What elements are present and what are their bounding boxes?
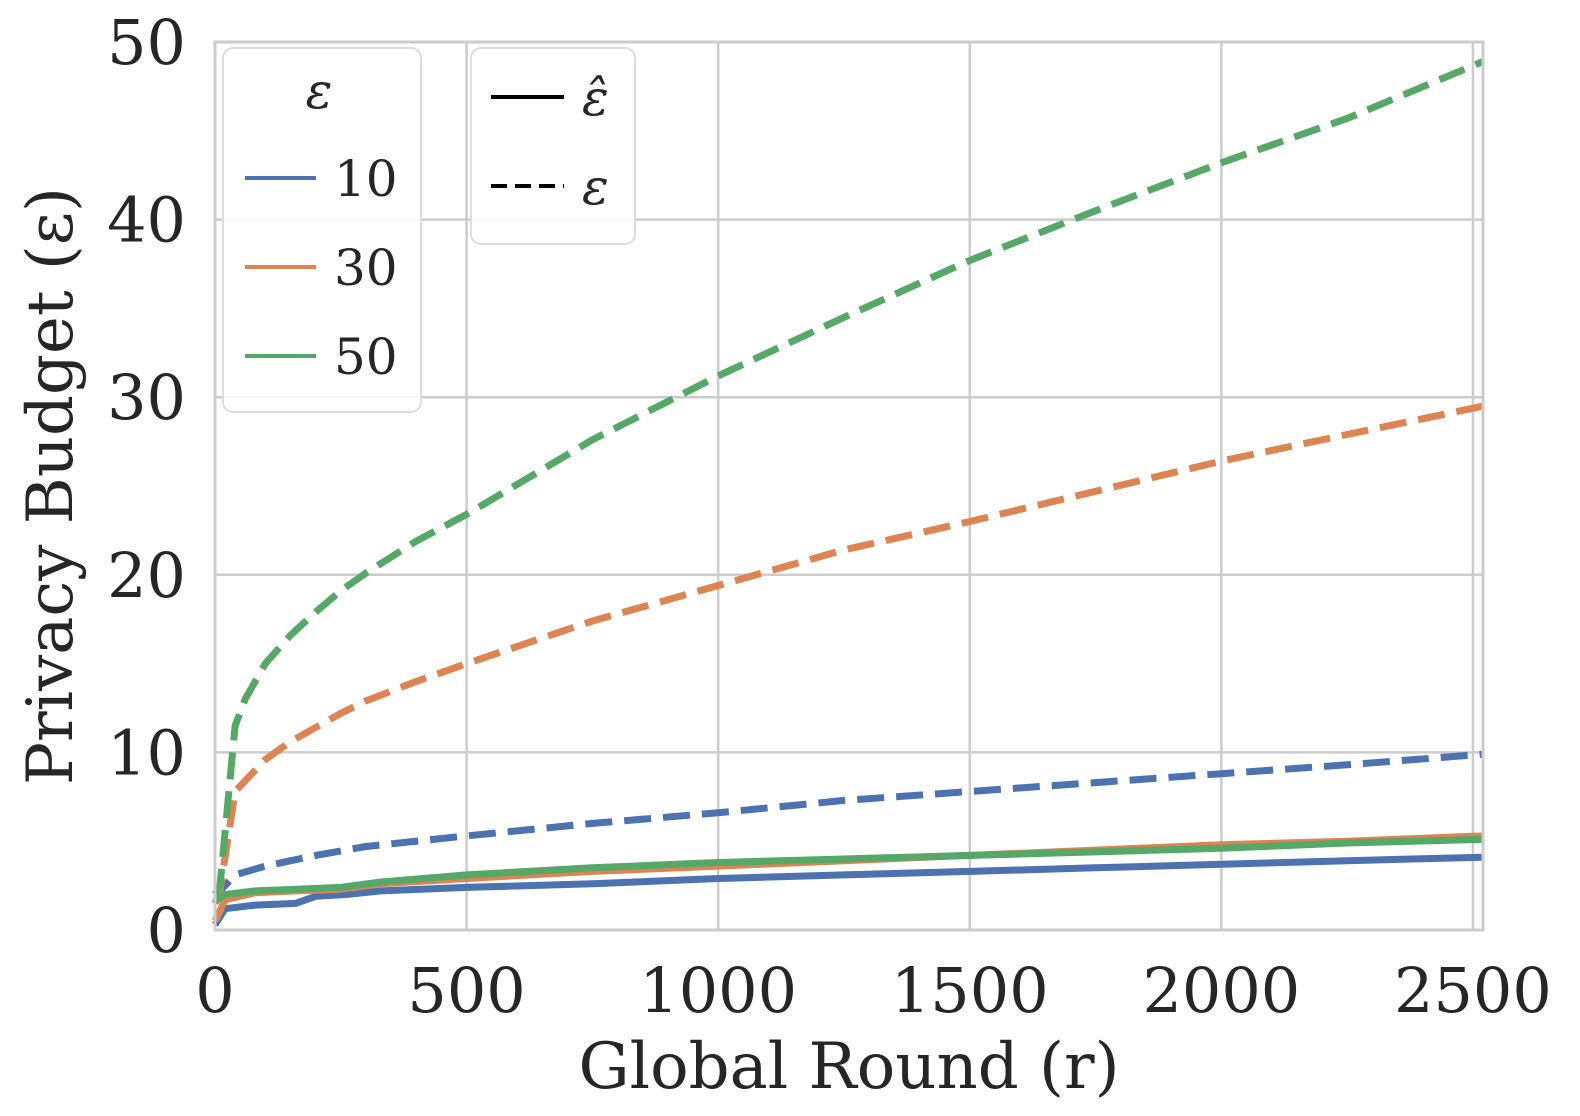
x-tick-label: 1500	[891, 954, 1049, 1027]
x-axis-label: Global Round (r)	[578, 1030, 1119, 1104]
x-tick-label: 0	[195, 954, 234, 1027]
x-tick-labels: 0 500 1000 1500 2000 2500	[195, 954, 1552, 1027]
series-line-30-dashed	[211, 402, 1484, 905]
y-tick-label: 10	[107, 716, 186, 789]
legend-style-label: ε	[582, 158, 609, 216]
x-tick-label: 2000	[1142, 954, 1300, 1027]
legend-style-label: ε̂	[582, 69, 609, 127]
series-line-10-dashed	[211, 750, 1484, 905]
legend-color-label: 50	[334, 328, 398, 386]
series-line-10-solid	[212, 853, 1484, 927]
plot-frame	[213, 40, 1485, 932]
y-tick-label: 20	[107, 539, 186, 612]
legend-color-label: 10	[334, 150, 398, 208]
y-tick-label: 30	[107, 361, 186, 434]
y-tick-label: 40	[107, 184, 186, 257]
legend-color-title: ε	[306, 62, 333, 120]
series-line-50-solid	[212, 835, 1484, 905]
legend-style: ε̂ ε	[470, 47, 636, 245]
plot-lines	[211, 58, 1485, 927]
legend-color-box	[222, 47, 422, 413]
series-line-50-dashed	[211, 58, 1485, 897]
legend-color: ε 10 30 50	[222, 47, 422, 413]
y-tick-labels: 0 10 20 30 40 50	[107, 6, 186, 967]
y-tick-label: 0	[147, 894, 186, 967]
x-tick-label: 1000	[639, 954, 797, 1027]
x-tick-label: 500	[407, 954, 525, 1027]
x-tick-label: 2500	[1394, 954, 1552, 1027]
legend-style-box	[470, 47, 636, 245]
y-axis-label: Privacy Budget (ε)	[14, 187, 88, 785]
legend-color-label: 30	[334, 239, 398, 297]
y-tick-label: 50	[107, 6, 186, 79]
